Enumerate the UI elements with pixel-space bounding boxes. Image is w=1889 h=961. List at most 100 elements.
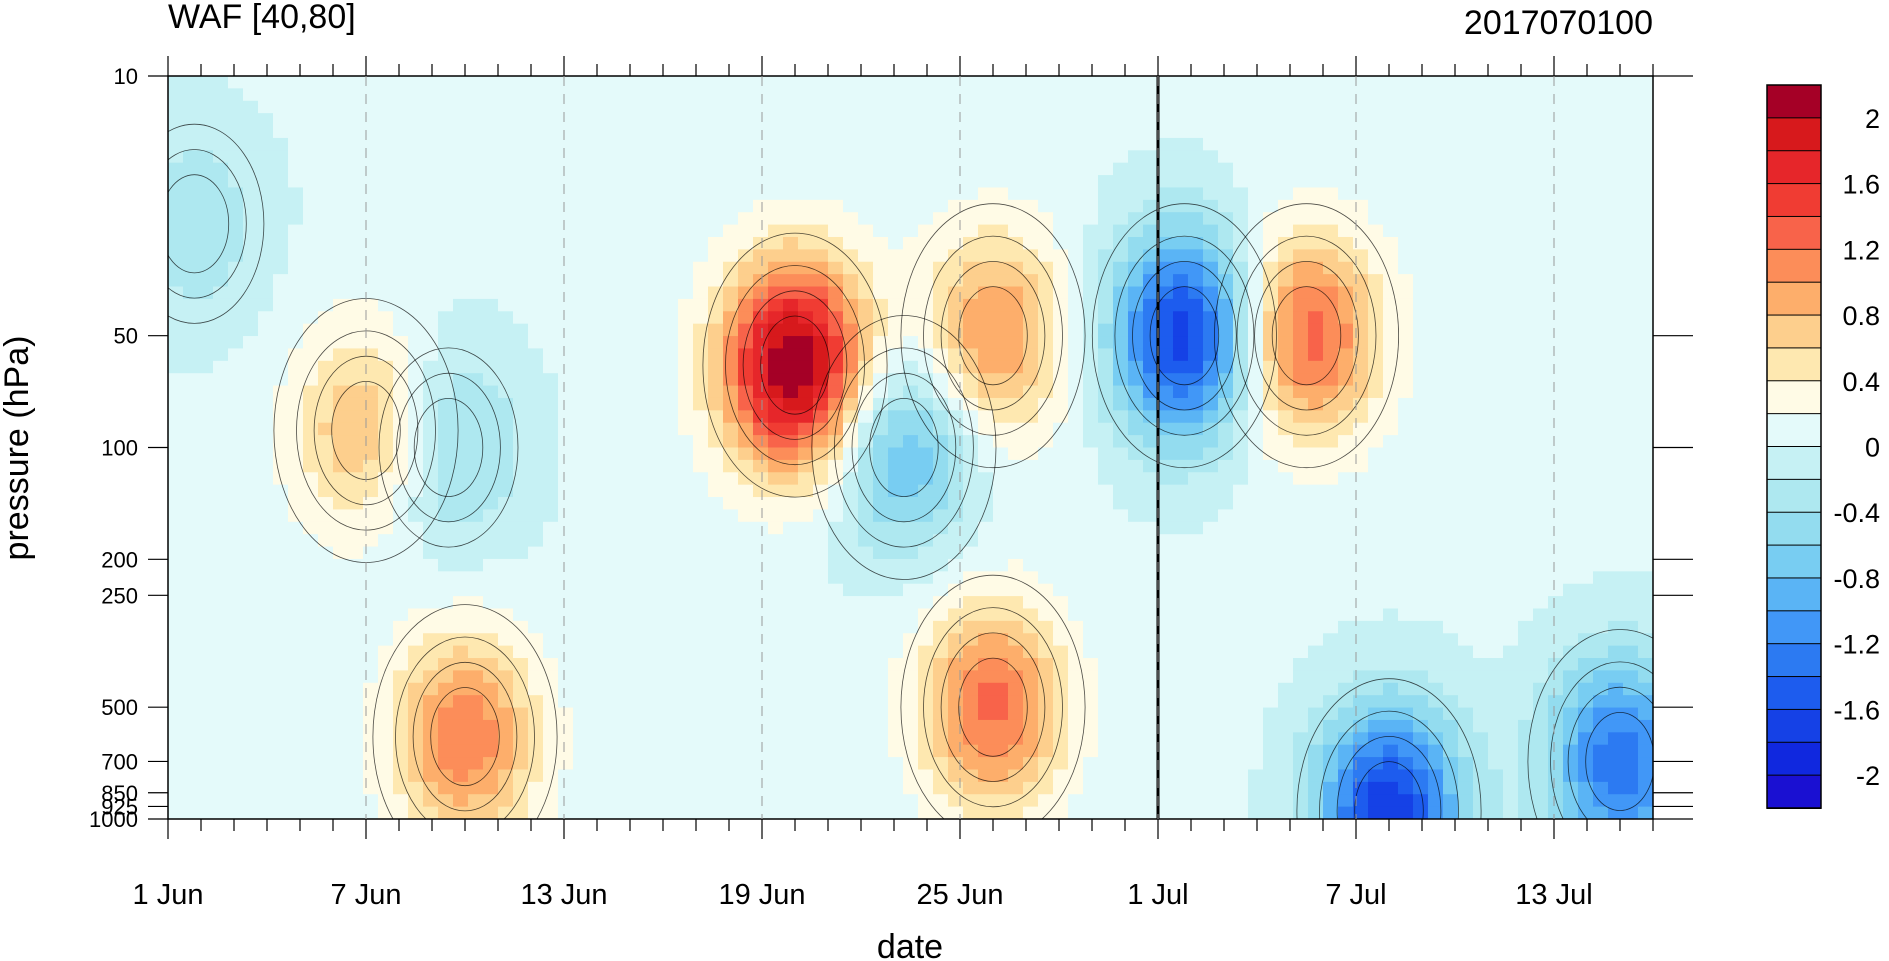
heatmap-cell bbox=[228, 484, 244, 498]
heatmap-cell bbox=[453, 88, 469, 102]
heatmap-cell bbox=[1353, 162, 1369, 176]
heatmap-cell bbox=[1158, 769, 1174, 783]
heatmap-cell bbox=[1398, 620, 1414, 634]
heatmap-cell bbox=[768, 100, 784, 114]
heatmap-cell bbox=[618, 794, 634, 808]
heatmap-cell bbox=[393, 707, 409, 721]
heatmap-cell bbox=[1173, 806, 1189, 819]
heatmap-cell bbox=[1173, 608, 1189, 622]
heatmap-cell bbox=[648, 719, 664, 733]
heatmap-cell bbox=[918, 435, 934, 449]
heatmap-cell bbox=[1173, 311, 1189, 325]
heatmap-cell bbox=[1383, 422, 1399, 436]
heatmap-cell bbox=[1308, 608, 1324, 622]
heatmap-cell bbox=[1323, 769, 1339, 783]
heatmap-cell bbox=[603, 757, 619, 771]
heatmap-cell bbox=[1338, 348, 1354, 362]
heatmap-cell bbox=[858, 100, 874, 114]
heatmap-cell bbox=[1368, 633, 1384, 647]
heatmap-cell bbox=[918, 695, 934, 709]
heatmap-cell bbox=[1248, 744, 1264, 758]
heatmap-cell bbox=[228, 744, 244, 758]
heatmap-cell bbox=[1083, 150, 1099, 164]
heatmap-cell bbox=[903, 707, 919, 721]
heatmap-cell bbox=[1128, 410, 1144, 424]
heatmap-cell bbox=[933, 509, 949, 523]
heatmap-cell bbox=[303, 422, 319, 436]
heatmap-cell bbox=[1008, 645, 1024, 659]
heatmap-cell bbox=[288, 212, 304, 226]
heatmap-cell bbox=[1383, 645, 1399, 659]
heatmap-cell bbox=[843, 125, 859, 139]
heatmap-cell bbox=[783, 670, 799, 684]
heatmap-cell bbox=[1053, 410, 1069, 424]
heatmap-cell bbox=[813, 76, 829, 89]
heatmap-cell bbox=[858, 162, 874, 176]
heatmap-cell bbox=[858, 781, 874, 795]
heatmap-cell bbox=[1143, 744, 1159, 758]
heatmap-cell bbox=[1218, 534, 1234, 548]
heatmap-cell bbox=[198, 224, 214, 238]
heatmap-cell bbox=[258, 707, 274, 721]
heatmap-cell bbox=[498, 744, 514, 758]
heatmap-cell bbox=[633, 236, 649, 250]
heatmap-cell bbox=[903, 695, 919, 709]
heatmap-cell bbox=[1053, 261, 1069, 275]
heatmap-cell bbox=[318, 781, 334, 795]
heatmap-cell bbox=[453, 497, 469, 511]
heatmap-cell bbox=[633, 583, 649, 597]
heatmap-cell bbox=[318, 620, 334, 634]
heatmap-cell bbox=[363, 435, 379, 449]
heatmap-cell bbox=[1053, 558, 1069, 572]
heatmap-cell bbox=[603, 670, 619, 684]
heatmap-cell bbox=[1398, 422, 1414, 436]
heatmap-cell bbox=[993, 497, 1009, 511]
heatmap-cell bbox=[963, 298, 979, 312]
heatmap-cell bbox=[693, 546, 709, 560]
heatmap-cell bbox=[363, 348, 379, 362]
heatmap-cell bbox=[693, 583, 709, 597]
heatmap-cell bbox=[1413, 113, 1429, 127]
heatmap-cell bbox=[588, 422, 604, 436]
heatmap-cell bbox=[453, 670, 469, 684]
heatmap-cell bbox=[918, 757, 934, 771]
heatmap-cell bbox=[1008, 781, 1024, 795]
heatmap-cell bbox=[768, 781, 784, 795]
heatmap-cell bbox=[843, 150, 859, 164]
heatmap-cell bbox=[723, 236, 739, 250]
heatmap-cell bbox=[1203, 596, 1219, 610]
heatmap-cell bbox=[678, 113, 694, 127]
heatmap-cell bbox=[1353, 769, 1369, 783]
heatmap-cell bbox=[183, 224, 199, 238]
heatmap-cell bbox=[1413, 76, 1429, 89]
heatmap-cell bbox=[873, 794, 889, 808]
heatmap-cell bbox=[978, 472, 994, 486]
heatmap-cell bbox=[1128, 249, 1144, 263]
heatmap-cell bbox=[1278, 336, 1294, 350]
heatmap-cell bbox=[693, 323, 709, 337]
heatmap-cell bbox=[483, 633, 499, 647]
heatmap-cell bbox=[228, 249, 244, 263]
heatmap-cell bbox=[858, 298, 874, 312]
heatmap-cell bbox=[633, 162, 649, 176]
heatmap-cell bbox=[768, 212, 784, 226]
heatmap-cell bbox=[918, 150, 934, 164]
heatmap-cell bbox=[603, 187, 619, 201]
heatmap-cell bbox=[423, 497, 439, 511]
heatmap-cell bbox=[558, 719, 574, 733]
heatmap-cell bbox=[1338, 261, 1354, 275]
heatmap-cell bbox=[708, 719, 724, 733]
heatmap-cell bbox=[1203, 534, 1219, 548]
heatmap-cell bbox=[603, 447, 619, 461]
heatmap-cell bbox=[1353, 435, 1369, 449]
heatmap-cell bbox=[468, 781, 484, 795]
heatmap-cell bbox=[813, 435, 829, 449]
heatmap-cell bbox=[273, 521, 289, 535]
heatmap-cell bbox=[993, 323, 1009, 337]
heatmap-cell bbox=[198, 781, 214, 795]
heatmap-cell bbox=[303, 769, 319, 783]
heatmap-cell bbox=[558, 670, 574, 684]
heatmap-cell bbox=[1233, 88, 1249, 102]
heatmap-cell bbox=[573, 224, 589, 238]
heatmap-cell bbox=[243, 794, 259, 808]
